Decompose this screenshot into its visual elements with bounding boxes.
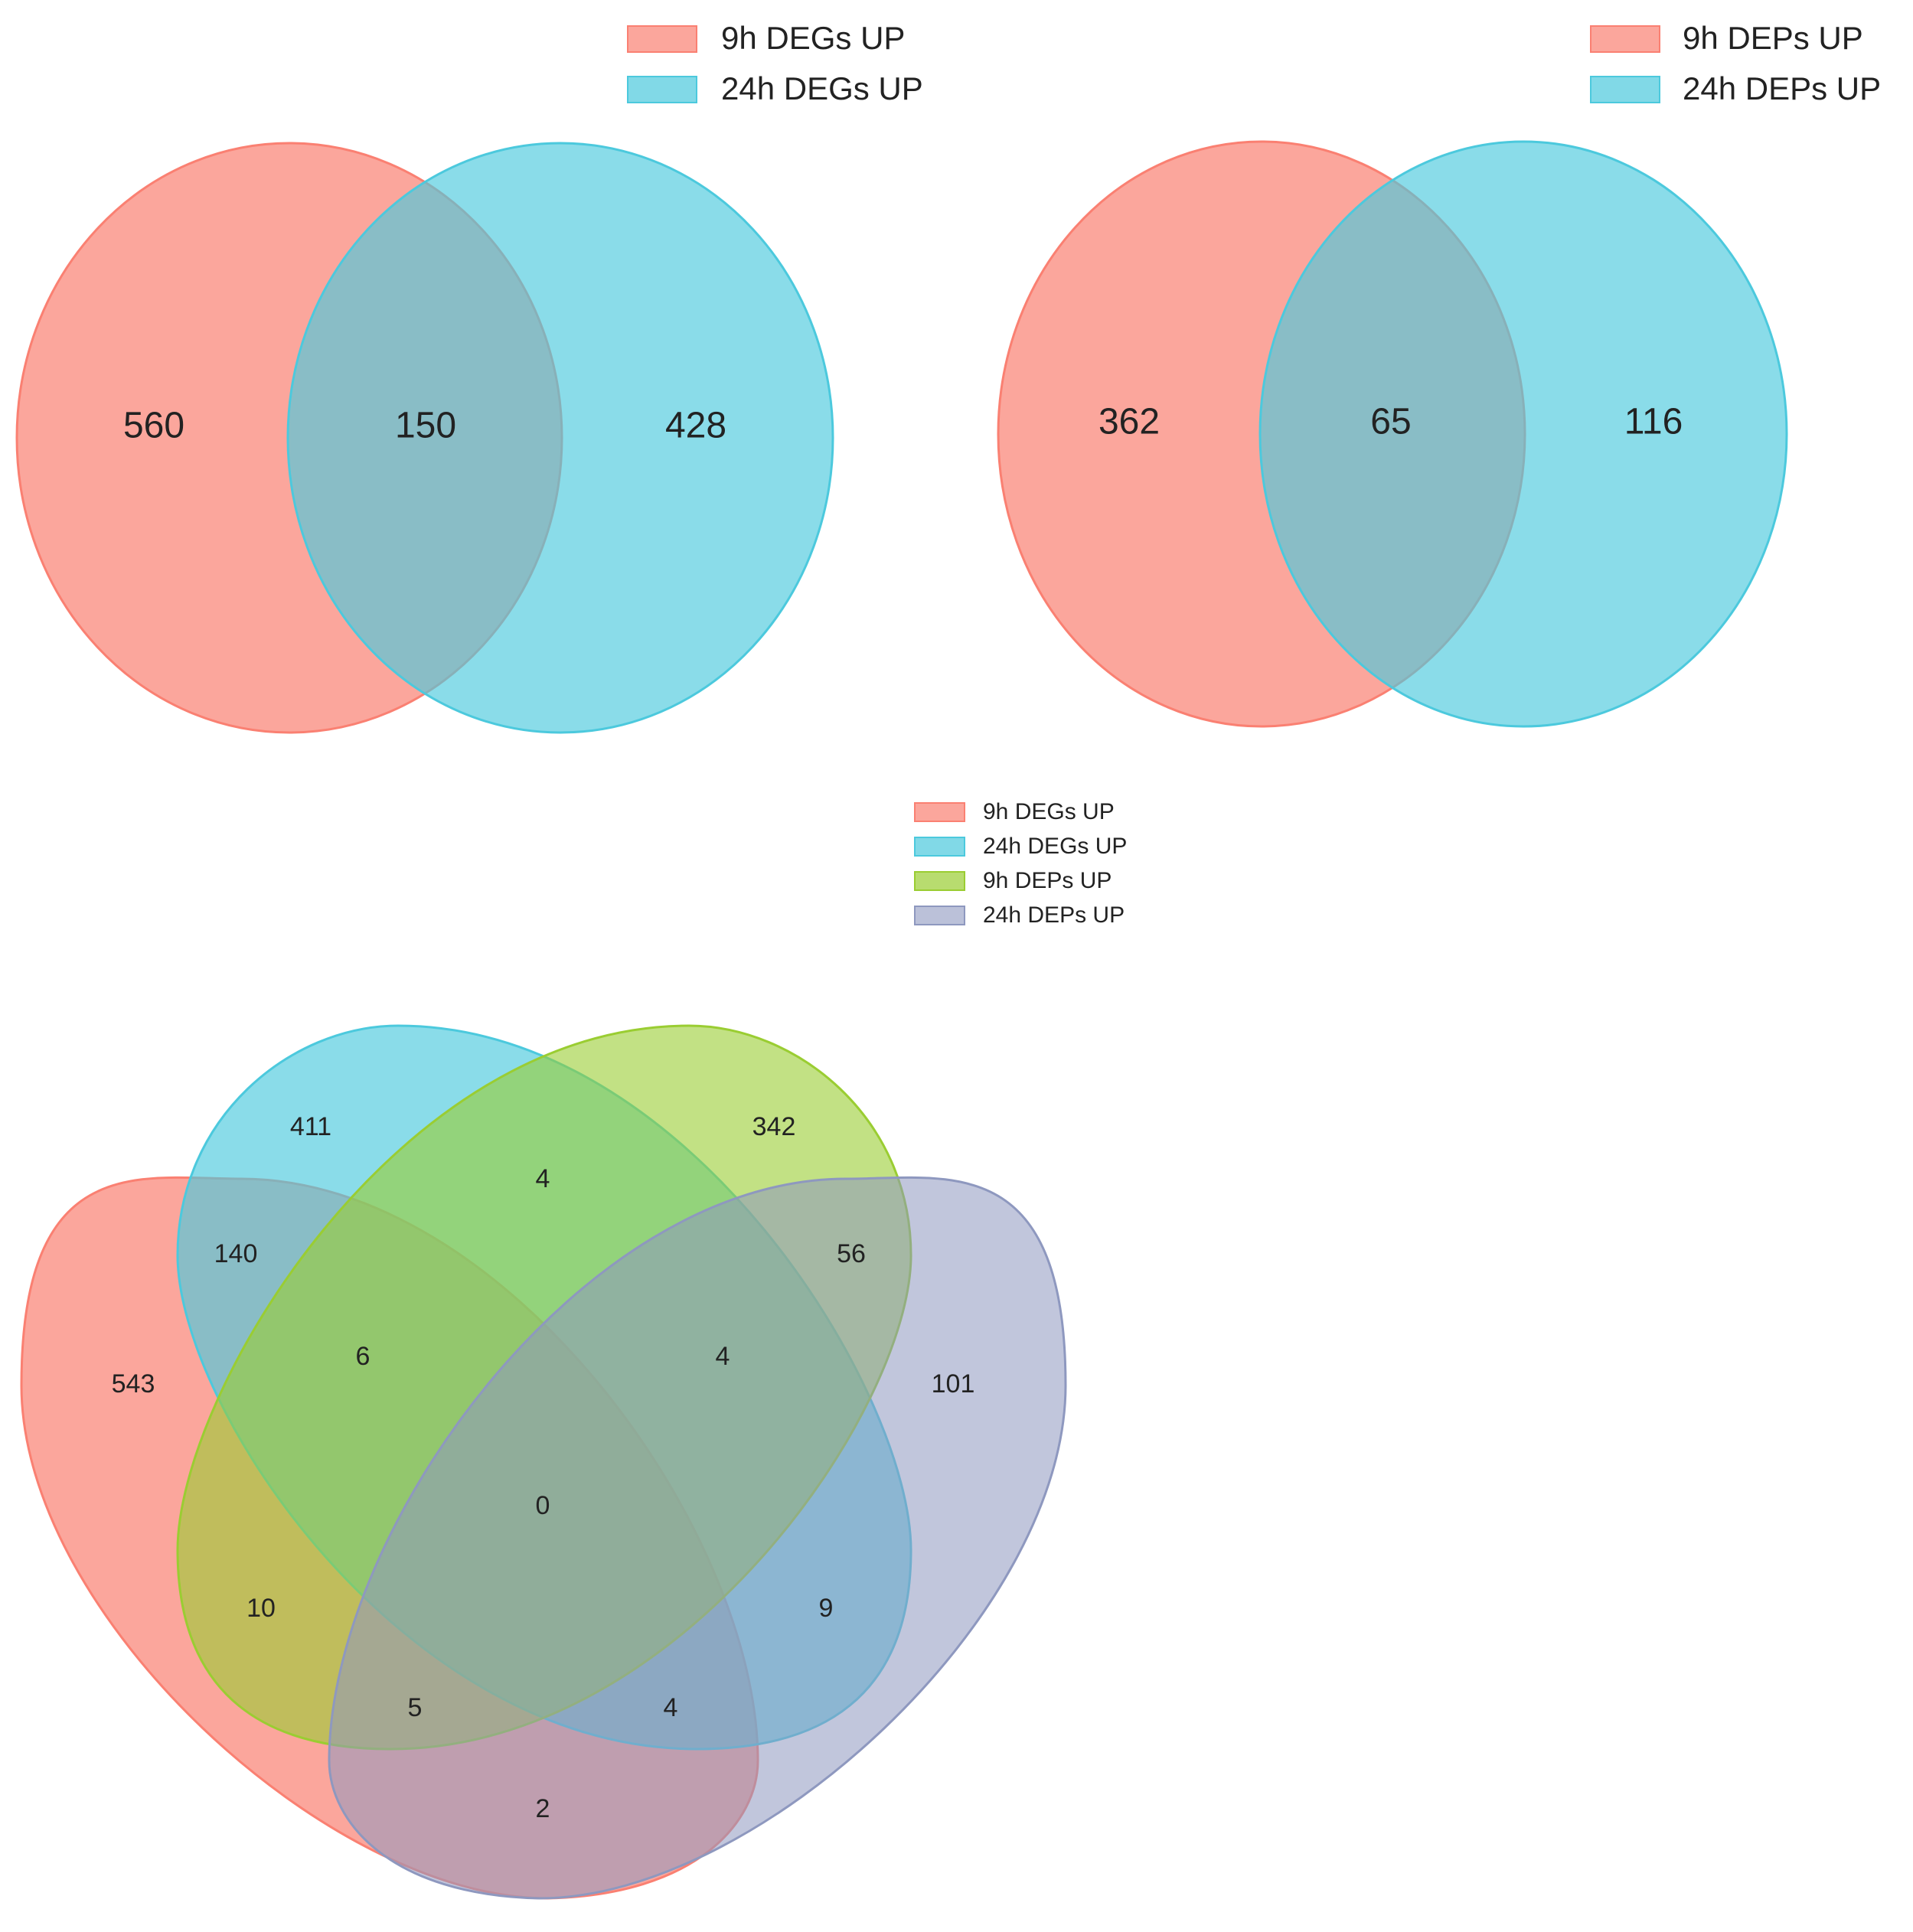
count-c-only: 342 (752, 1112, 796, 1141)
count-ad: 2 (536, 1794, 550, 1823)
circle-24h-deps (1258, 140, 1788, 728)
count-ac: 10 (246, 1594, 276, 1623)
count-abc: 6 (356, 1342, 371, 1371)
legend-swatch-9h-deps (914, 871, 965, 891)
legend-swatch-24h-degs (914, 837, 965, 857)
count-a-only: 543 (112, 1369, 155, 1398)
count-only-9h-deps: 362 (1099, 402, 1160, 442)
venn-deps-legend: 9h DEPs UP 24h DEPs UP (1590, 20, 1881, 106)
count-both-deps: 65 (1370, 402, 1411, 442)
count-acd: 5 (408, 1693, 423, 1722)
count-cd: 56 (837, 1239, 866, 1268)
count-d-only: 101 (932, 1369, 975, 1398)
count-only-24h-deps: 116 (1624, 402, 1683, 442)
venn-degs: 9h DEGs UP 24h DEGs UP 560 150 428 (15, 20, 923, 734)
legend-swatch-9h-deps (1590, 25, 1660, 53)
set-24h-deps (328, 1176, 1067, 1900)
count-only-9h-degs: 560 (123, 406, 184, 446)
count-bc: 4 (536, 1164, 550, 1193)
venn-degs-legend: 9h DEGs UP 24h DEGs UP (627, 20, 923, 106)
circle-24h-degs (286, 142, 834, 734)
legend-swatch-9h-degs (914, 802, 965, 822)
count-abcd: 0 (536, 1491, 550, 1520)
legend-label-9h-deps: 9h DEPs UP (983, 868, 1112, 893)
venn4-legend: 9h DEGs UP 24h DEGs UP 9h DEPs UP 24h DE… (914, 799, 1127, 928)
count-only-24h-degs: 428 (665, 406, 726, 446)
legend-label-24h-degs: 24h DEGs UP (721, 70, 923, 106)
legend-label-24h-deps: 24h DEPs UP (1683, 70, 1881, 106)
legend-label-24h-deps: 24h DEPs UP (983, 902, 1125, 928)
count-both-degs: 150 (395, 406, 456, 446)
count-abd: 4 (664, 1693, 678, 1722)
legend-swatch-9h-degs (627, 25, 697, 53)
legend-swatch-24h-degs (627, 76, 697, 103)
count-ab: 140 (214, 1239, 258, 1268)
count-bcd: 4 (716, 1342, 730, 1371)
venn-deps: 9h DEPs UP 24h DEPs UP 362 65 116 (997, 20, 1881, 728)
legend-label-9h-deps: 9h DEPs UP (1683, 20, 1863, 56)
legend-swatch-24h-deps (914, 906, 965, 925)
legend-swatch-24h-deps (1590, 76, 1660, 103)
legend-label-9h-degs: 9h DEGs UP (721, 20, 905, 56)
legend-label-24h-degs: 24h DEGs UP (983, 834, 1127, 859)
count-bd: 9 (819, 1594, 834, 1623)
legend-label-9h-degs: 9h DEGs UP (983, 799, 1115, 824)
count-b-only: 411 (290, 1112, 331, 1141)
venn-4set: 9h DEGs UP 24h DEGs UP 9h DEPs UP 24h DE… (20, 799, 1127, 1900)
